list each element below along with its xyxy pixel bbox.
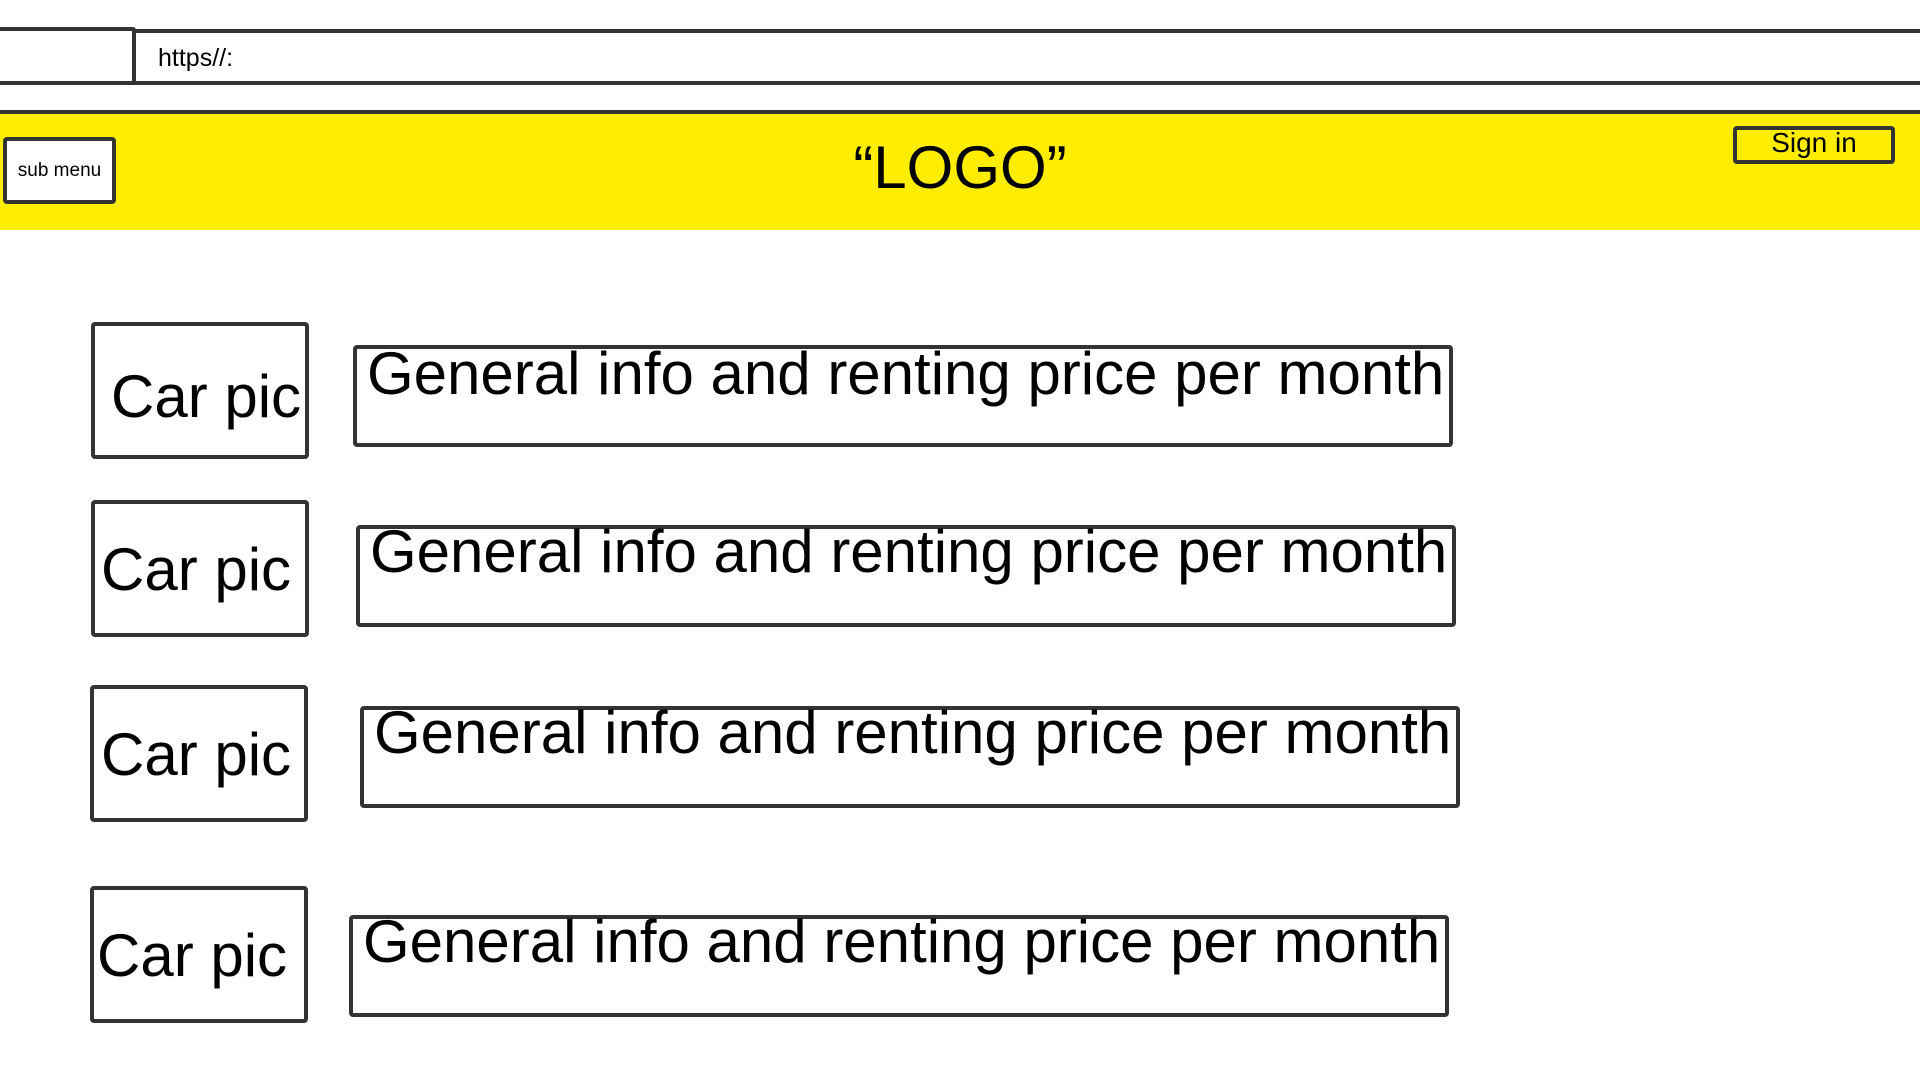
listing-info-text: General info and renting price per month <box>374 699 1452 766</box>
car-picture[interactable]: Car pic <box>91 322 309 459</box>
listing-info-box[interactable]: General info and renting price per month <box>356 518 1456 627</box>
car-picture-label: Car pic <box>97 922 288 989</box>
sub-menu-label: sub menu <box>17 159 102 181</box>
browser-tab-box[interactable] <box>0 27 136 85</box>
car-picture[interactable]: Car pic <box>90 685 308 822</box>
url-text[interactable]: https//: <box>158 44 234 72</box>
listing-info-box[interactable]: General info and renting price per month <box>360 699 1460 808</box>
sign-in-button[interactable]: Sign in <box>1733 126 1895 164</box>
address-bar[interactable] <box>0 29 1920 85</box>
logo[interactable]: “LOGO” <box>853 134 1067 201</box>
listing-info-text: General info and renting price per month <box>363 908 1441 975</box>
divider <box>0 110 1920 114</box>
car-picture[interactable]: Car pic <box>90 886 308 1023</box>
car-picture[interactable]: Car pic <box>91 500 309 637</box>
car-picture-label: Car pic <box>101 536 292 603</box>
site-header <box>0 114 1920 230</box>
sub-menu-button[interactable]: sub menu <box>3 137 116 204</box>
car-picture-label: Car pic <box>111 363 302 430</box>
listing-info-text: General info and renting price per month <box>370 518 1448 585</box>
listing-info-box[interactable]: General info and renting price per month <box>349 908 1449 1017</box>
listing-info-text: General info and renting price per month <box>367 340 1445 407</box>
listing-info-box[interactable]: General info and renting price per month <box>353 340 1453 447</box>
car-picture-label: Car pic <box>101 721 292 788</box>
